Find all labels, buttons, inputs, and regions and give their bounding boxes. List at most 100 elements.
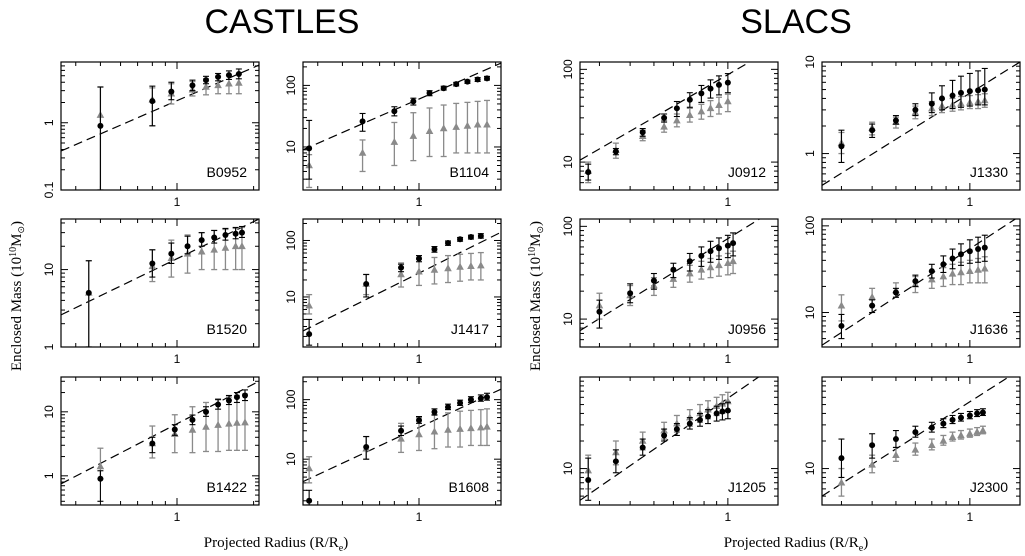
black-circle-point — [912, 429, 919, 436]
panel-label: B1520 — [207, 321, 248, 337]
plot-area — [822, 219, 1017, 346]
castles-panels: 1 0.1 1 B0952 1 10 100 B1104 1 1 10 B1520 1 10 100 J141… — [42, 61, 502, 524]
castles-ylabel-sup: 10 — [8, 247, 19, 257]
black-circle-point — [938, 95, 945, 102]
plot-area — [61, 219, 259, 347]
panel-j1417: 1 10 100 J1417 — [284, 218, 502, 366]
gray-triangle-point — [673, 419, 681, 427]
black-circle-point — [949, 255, 956, 262]
gray-triangle-point — [718, 399, 727, 407]
black-circle-point — [225, 72, 232, 79]
black-circle-point — [596, 308, 603, 315]
black-circle-point — [410, 98, 417, 105]
gray-triangle-point — [235, 78, 243, 86]
black-circle-point — [912, 106, 919, 113]
x-tick-label: 1 — [725, 195, 732, 209]
slacs-ylabel-sub: ⊙ — [535, 226, 545, 234]
black-circle-point — [698, 252, 705, 259]
panel-label: J2300 — [970, 479, 1008, 495]
gray-triangle-point — [892, 450, 900, 458]
panel-j1205: 1 10 J1205 — [561, 376, 779, 524]
black-circle-point — [97, 475, 104, 482]
gray-triangle-point — [729, 257, 737, 265]
gray-triangle-point — [415, 267, 423, 275]
gray-triangle-point — [225, 419, 233, 427]
panel-frame — [579, 61, 779, 191]
gray-triangle-point — [837, 478, 846, 486]
black-circle-point — [198, 237, 205, 244]
black-circle-point — [189, 416, 196, 423]
gray-triangle-point — [467, 262, 475, 270]
x-tick-label: 1 — [725, 352, 732, 366]
black-circle-point — [892, 289, 899, 296]
black-circle-point — [474, 76, 481, 83]
gray-triangle-point — [202, 82, 210, 90]
x-tick-label: 1 — [967, 352, 974, 366]
gray-triangle-point — [225, 79, 233, 87]
castles-ylabel-unit: M — [9, 234, 25, 247]
black-circle-point — [869, 127, 876, 134]
black-circle-point — [707, 248, 714, 255]
gray-triangle-point — [704, 405, 712, 413]
black-circle-point — [869, 442, 876, 449]
panel-j1636: 1 10 100 J1636 — [803, 216, 1021, 366]
black-circle-point — [232, 230, 239, 237]
black-circle-point — [698, 90, 705, 97]
gray-triangle-point — [868, 460, 876, 468]
castles-y-axis-title: Enclosed Mass (1010M⊙) — [8, 221, 26, 371]
black-circle-point — [673, 426, 680, 433]
black-circle-point — [416, 417, 423, 424]
plot-area — [580, 219, 761, 332]
black-circle-point — [979, 409, 986, 416]
black-circle-point — [426, 90, 433, 97]
panel-frame — [579, 218, 779, 348]
gray-triangle-point — [214, 420, 222, 428]
gray-triangle-point — [473, 120, 482, 128]
black-circle-point — [639, 129, 646, 136]
fit-line — [822, 62, 1020, 186]
black-circle-point — [940, 261, 947, 268]
gray-triangle-point — [456, 424, 464, 432]
panel-frame — [302, 376, 502, 506]
black-circle-point — [869, 302, 876, 309]
gray-triangle-point — [397, 270, 405, 278]
castles-x-axis-title: Projected Radius (R/Re) — [204, 535, 348, 554]
y-tick-label: 1 — [42, 472, 56, 479]
slacs-xlabel-text: Projected Radius (R/R — [724, 535, 859, 551]
fit-line — [61, 64, 259, 152]
black-circle-point — [211, 234, 218, 241]
gray-triangle-point — [467, 424, 475, 432]
castles-ylabel-sub: ⊙ — [16, 226, 26, 234]
slacs-ylabel-unit: M — [528, 234, 544, 247]
slacs-group: SLACS Enclosed Mass (1010M⊙) Projected R… — [527, 3, 1021, 554]
castles-xlabel-sub: e — [339, 543, 344, 554]
black-circle-point — [975, 246, 982, 253]
panel-b0952: 1 0.1 1 B0952 — [42, 61, 260, 209]
slacs-xlabel-sub: e — [859, 543, 864, 554]
black-circle-point — [612, 148, 619, 155]
panel-frame — [302, 61, 502, 191]
gray-triangle-point — [966, 429, 974, 437]
gray-triangle-point — [430, 427, 439, 435]
gray-triangle-point — [238, 242, 246, 250]
gray-triangle-point — [197, 247, 206, 255]
gray-triangle-point — [837, 301, 846, 309]
black-circle-point — [981, 86, 988, 93]
black-circle-point — [149, 440, 156, 447]
panel-j0956: 1 10 100 J0956 — [561, 216, 779, 366]
black-circle-point — [233, 394, 240, 401]
panel-b1422: 1 1 10 B1422 — [42, 376, 260, 524]
panel-frame — [60, 218, 260, 348]
x-tick-label: 1 — [416, 195, 423, 209]
y-tick-label: 10 — [803, 55, 817, 69]
gray-triangle-point — [948, 433, 957, 441]
gray-triangle-point — [980, 264, 989, 272]
black-circle-point — [85, 289, 92, 296]
black-circle-point — [719, 408, 726, 415]
gray-triangle-point — [202, 422, 210, 430]
black-circle-point — [670, 266, 677, 273]
panel-frame — [579, 376, 779, 506]
y-tick-label: 10 — [42, 405, 56, 419]
fit-line — [822, 377, 1010, 497]
plot-area — [61, 64, 259, 190]
